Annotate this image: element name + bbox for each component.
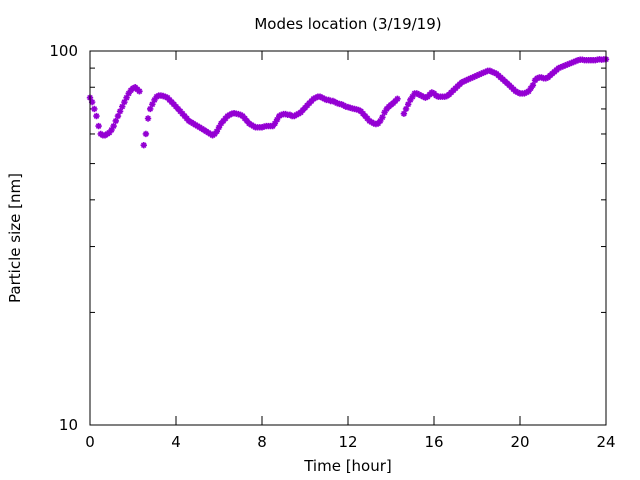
data-point [144,115,152,122]
data-point [121,98,128,106]
data-point [142,130,150,138]
data-point [125,90,132,97]
x-tick-label: 20 [510,433,529,451]
data-point [394,95,401,103]
data-point [564,61,571,68]
data-point [357,108,365,115]
data-point [542,75,549,82]
data-point [407,96,414,104]
data-point [377,117,384,125]
data-point [561,62,569,69]
data-point [106,129,113,136]
data-point [149,101,156,108]
data-point [114,112,122,120]
data-point [273,116,281,123]
data-point [555,64,562,72]
y-axis-label: Particle size [nm] [6,173,24,303]
plot-frame [89,50,607,426]
x-tick-label: 12 [338,433,357,451]
x-tick-label: 24 [596,433,615,451]
data-point [458,79,466,86]
data-point [471,73,479,80]
data-point [572,57,580,65]
data-point [243,117,251,125]
data-point [405,101,412,108]
data-point [362,112,369,120]
data-point [181,112,188,120]
data-point [136,88,143,95]
y-tick-label: 100 [49,42,78,60]
data-point [116,108,124,115]
data-point [460,78,468,85]
data-point [220,117,227,125]
data-point [364,115,371,122]
data-point [147,105,154,113]
data-point [108,126,115,134]
data-point [478,70,485,77]
data-point [211,130,218,138]
data-point [379,114,386,121]
data-point [381,109,388,116]
data-point [213,128,221,135]
data-point [488,68,496,75]
data-point [215,124,223,131]
data-point [123,94,130,101]
data-point [529,82,537,89]
data-point [91,105,98,113]
data-point [534,75,541,82]
data-point [112,117,119,125]
data-point [151,96,158,104]
y-tick-label: 10 [59,416,78,434]
data-point [119,103,126,110]
data-point [177,108,184,115]
data-point [557,64,565,71]
data-point [140,141,147,149]
data-point [222,115,229,122]
data-point [491,69,498,76]
data-point [359,110,367,117]
data-point [93,112,100,120]
x-tick-label: 8 [257,433,267,451]
data-point [269,122,276,130]
data-point [525,88,532,95]
data-points [86,56,610,149]
data-point [559,63,567,70]
data-point [129,85,137,92]
data-point [374,120,382,127]
data-point [179,110,186,117]
data-point [568,59,575,66]
x-tick-label: 16 [424,433,443,451]
data-point [486,67,494,75]
data-point [400,110,408,117]
x-tick-label: 0 [85,433,95,451]
data-point [174,105,182,113]
data-point [217,120,225,127]
data-point [95,122,102,130]
data-point [538,74,545,81]
data-point [467,75,474,82]
data-point [110,122,117,130]
data-point [480,69,487,76]
data-point [527,85,534,92]
x-axis-label: Time [hour] [303,457,392,475]
data-point [88,98,96,106]
chart-title: Modes location (3/19/19) [254,15,441,33]
data-point [570,58,577,66]
data-point [463,77,470,84]
data-point [271,120,279,127]
data-point [239,112,246,120]
data-point [473,72,481,79]
data-point [402,105,410,113]
data-point [469,74,476,81]
data-point [465,76,472,83]
data-point [241,115,248,122]
x-tick-label: 4 [171,433,181,451]
data-point [475,71,483,78]
data-point [183,115,190,122]
data-point [409,93,416,100]
data-point [297,109,304,116]
data-point [566,60,573,67]
data-point [482,68,489,75]
